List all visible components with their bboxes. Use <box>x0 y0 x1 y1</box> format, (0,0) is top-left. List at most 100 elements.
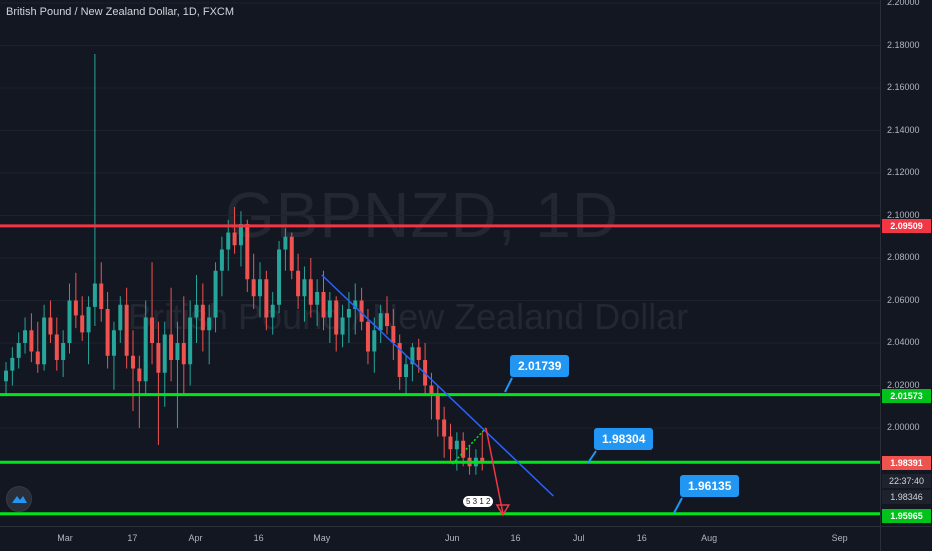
candle-body <box>302 279 307 297</box>
price-tick-label: 2.06000 <box>887 294 920 305</box>
candle-body <box>42 317 47 365</box>
projection-arrow-line <box>485 427 504 514</box>
trendline <box>321 274 554 497</box>
candle-body <box>131 355 135 369</box>
price-badge-support-1: 2.01573 <box>882 389 931 403</box>
candle-body <box>359 300 364 322</box>
candle-body <box>213 270 218 318</box>
candle-body <box>480 457 485 462</box>
candle-body <box>226 232 231 250</box>
candle-body <box>454 440 459 450</box>
candle-body <box>200 304 205 331</box>
time-tick-label: Sep <box>831 533 848 543</box>
price-tick-label: 2.08000 <box>887 252 920 262</box>
projection-dotted <box>451 427 487 465</box>
candle-body <box>118 304 123 331</box>
candle-body <box>372 330 377 352</box>
candle-body <box>99 283 104 309</box>
chart-area[interactable]: GBPNZD, 1D British Pound / New Zealand D… <box>0 0 880 526</box>
candle-body <box>207 317 212 331</box>
price-tick-label: 2.04000 <box>887 337 920 347</box>
price-tick-label: 2.02000 <box>887 379 920 390</box>
candle-body <box>321 292 326 318</box>
time-tick-label: 17 <box>127 533 138 543</box>
candle-body <box>315 292 320 305</box>
callout-pointer <box>587 450 597 464</box>
candle-body <box>23 330 28 343</box>
candle-body <box>156 343 161 373</box>
candle-body <box>270 304 275 318</box>
projection-arrow-head <box>495 504 511 517</box>
axis-corner <box>880 526 932 551</box>
candle-body <box>29 330 34 352</box>
time-axis[interactable]: Mar 17 Apr 16 May Jun 16 Jul 16 Aug Sep <box>0 526 880 551</box>
time-tick-label: May <box>313 533 331 543</box>
candle-body <box>35 351 40 365</box>
candle-body <box>448 436 453 450</box>
candle-body <box>264 279 269 318</box>
candle-body <box>251 279 256 297</box>
candle-body <box>137 368 142 382</box>
time-tick-label: Aug <box>701 533 718 543</box>
callout-1-96135[interactable]: 1.96135 <box>680 475 740 497</box>
candle-body <box>397 343 402 377</box>
candle-body <box>385 313 389 326</box>
candle-body <box>283 236 288 250</box>
candle-body <box>86 306 91 333</box>
candle-body <box>435 394 440 420</box>
candle-body <box>4 370 8 382</box>
price-tick-label: 2.00000 <box>887 422 920 432</box>
time-tick-label: Apr <box>188 533 203 543</box>
candle-body <box>327 300 332 318</box>
candle-body <box>258 279 262 297</box>
candle-body <box>54 334 59 360</box>
price-tick-label: 2.10000 <box>887 209 920 220</box>
callout-2-01739[interactable]: 2.01739 <box>510 355 570 377</box>
candle-body <box>429 385 434 394</box>
price-tick-label: 2.16000 <box>887 82 920 92</box>
price-axis[interactable]: 2.20000 2.18000 2.16000 2.14000 2.12000 2.100… <box>880 0 932 526</box>
candle-body <box>340 317 345 335</box>
candle-body <box>334 300 339 335</box>
candle-body <box>289 236 294 271</box>
candle-body <box>61 343 66 360</box>
candle-body <box>150 317 155 343</box>
candle-body <box>232 232 237 246</box>
candle-body <box>194 304 199 318</box>
candle-body <box>404 364 409 377</box>
price-tick-label: 2.12000 <box>887 167 920 177</box>
candle-body <box>92 283 97 307</box>
candle-body <box>169 334 174 360</box>
candle-body <box>188 317 193 365</box>
candle-body <box>365 321 370 352</box>
candle-body <box>162 334 167 373</box>
callout-1-98304[interactable]: 1.98304 <box>594 428 654 450</box>
candle-body <box>67 300 72 343</box>
time-tick-label: Mar <box>57 533 73 543</box>
candle-body <box>353 300 358 309</box>
bar-count-badge: 5 3 1 2 <box>463 496 494 507</box>
price-badge-support-2: 1.95965 <box>882 509 931 523</box>
candle-body <box>111 330 116 356</box>
candle-body <box>73 300 78 316</box>
candle-body <box>105 309 110 356</box>
time-tick-label: 16 <box>510 533 521 543</box>
time-tick-label: Jul <box>572 533 585 543</box>
chart-svg[interactable] <box>0 0 880 526</box>
candle-body <box>416 347 421 360</box>
callout-pointer <box>504 377 513 393</box>
candle-body <box>391 326 396 343</box>
tradingview-logo-icon[interactable] <box>6 486 32 512</box>
candle-body <box>175 343 180 360</box>
watermark-description: British Pound / New Zealand Dollar <box>128 296 689 337</box>
price-badge-bid: 1.98346 <box>882 490 931 504</box>
time-tick-label: 16 <box>253 533 264 543</box>
candle-body <box>10 357 15 371</box>
symbol-title[interactable]: British Pound / New Zealand Dollar, 1D, … <box>6 6 235 18</box>
candle-body <box>219 249 224 271</box>
candle-body <box>308 279 313 305</box>
candle-body <box>245 224 250 280</box>
time-tick-label: Jun <box>445 533 460 543</box>
candle-body <box>238 224 243 246</box>
time-tick-label: 16 <box>636 533 647 543</box>
